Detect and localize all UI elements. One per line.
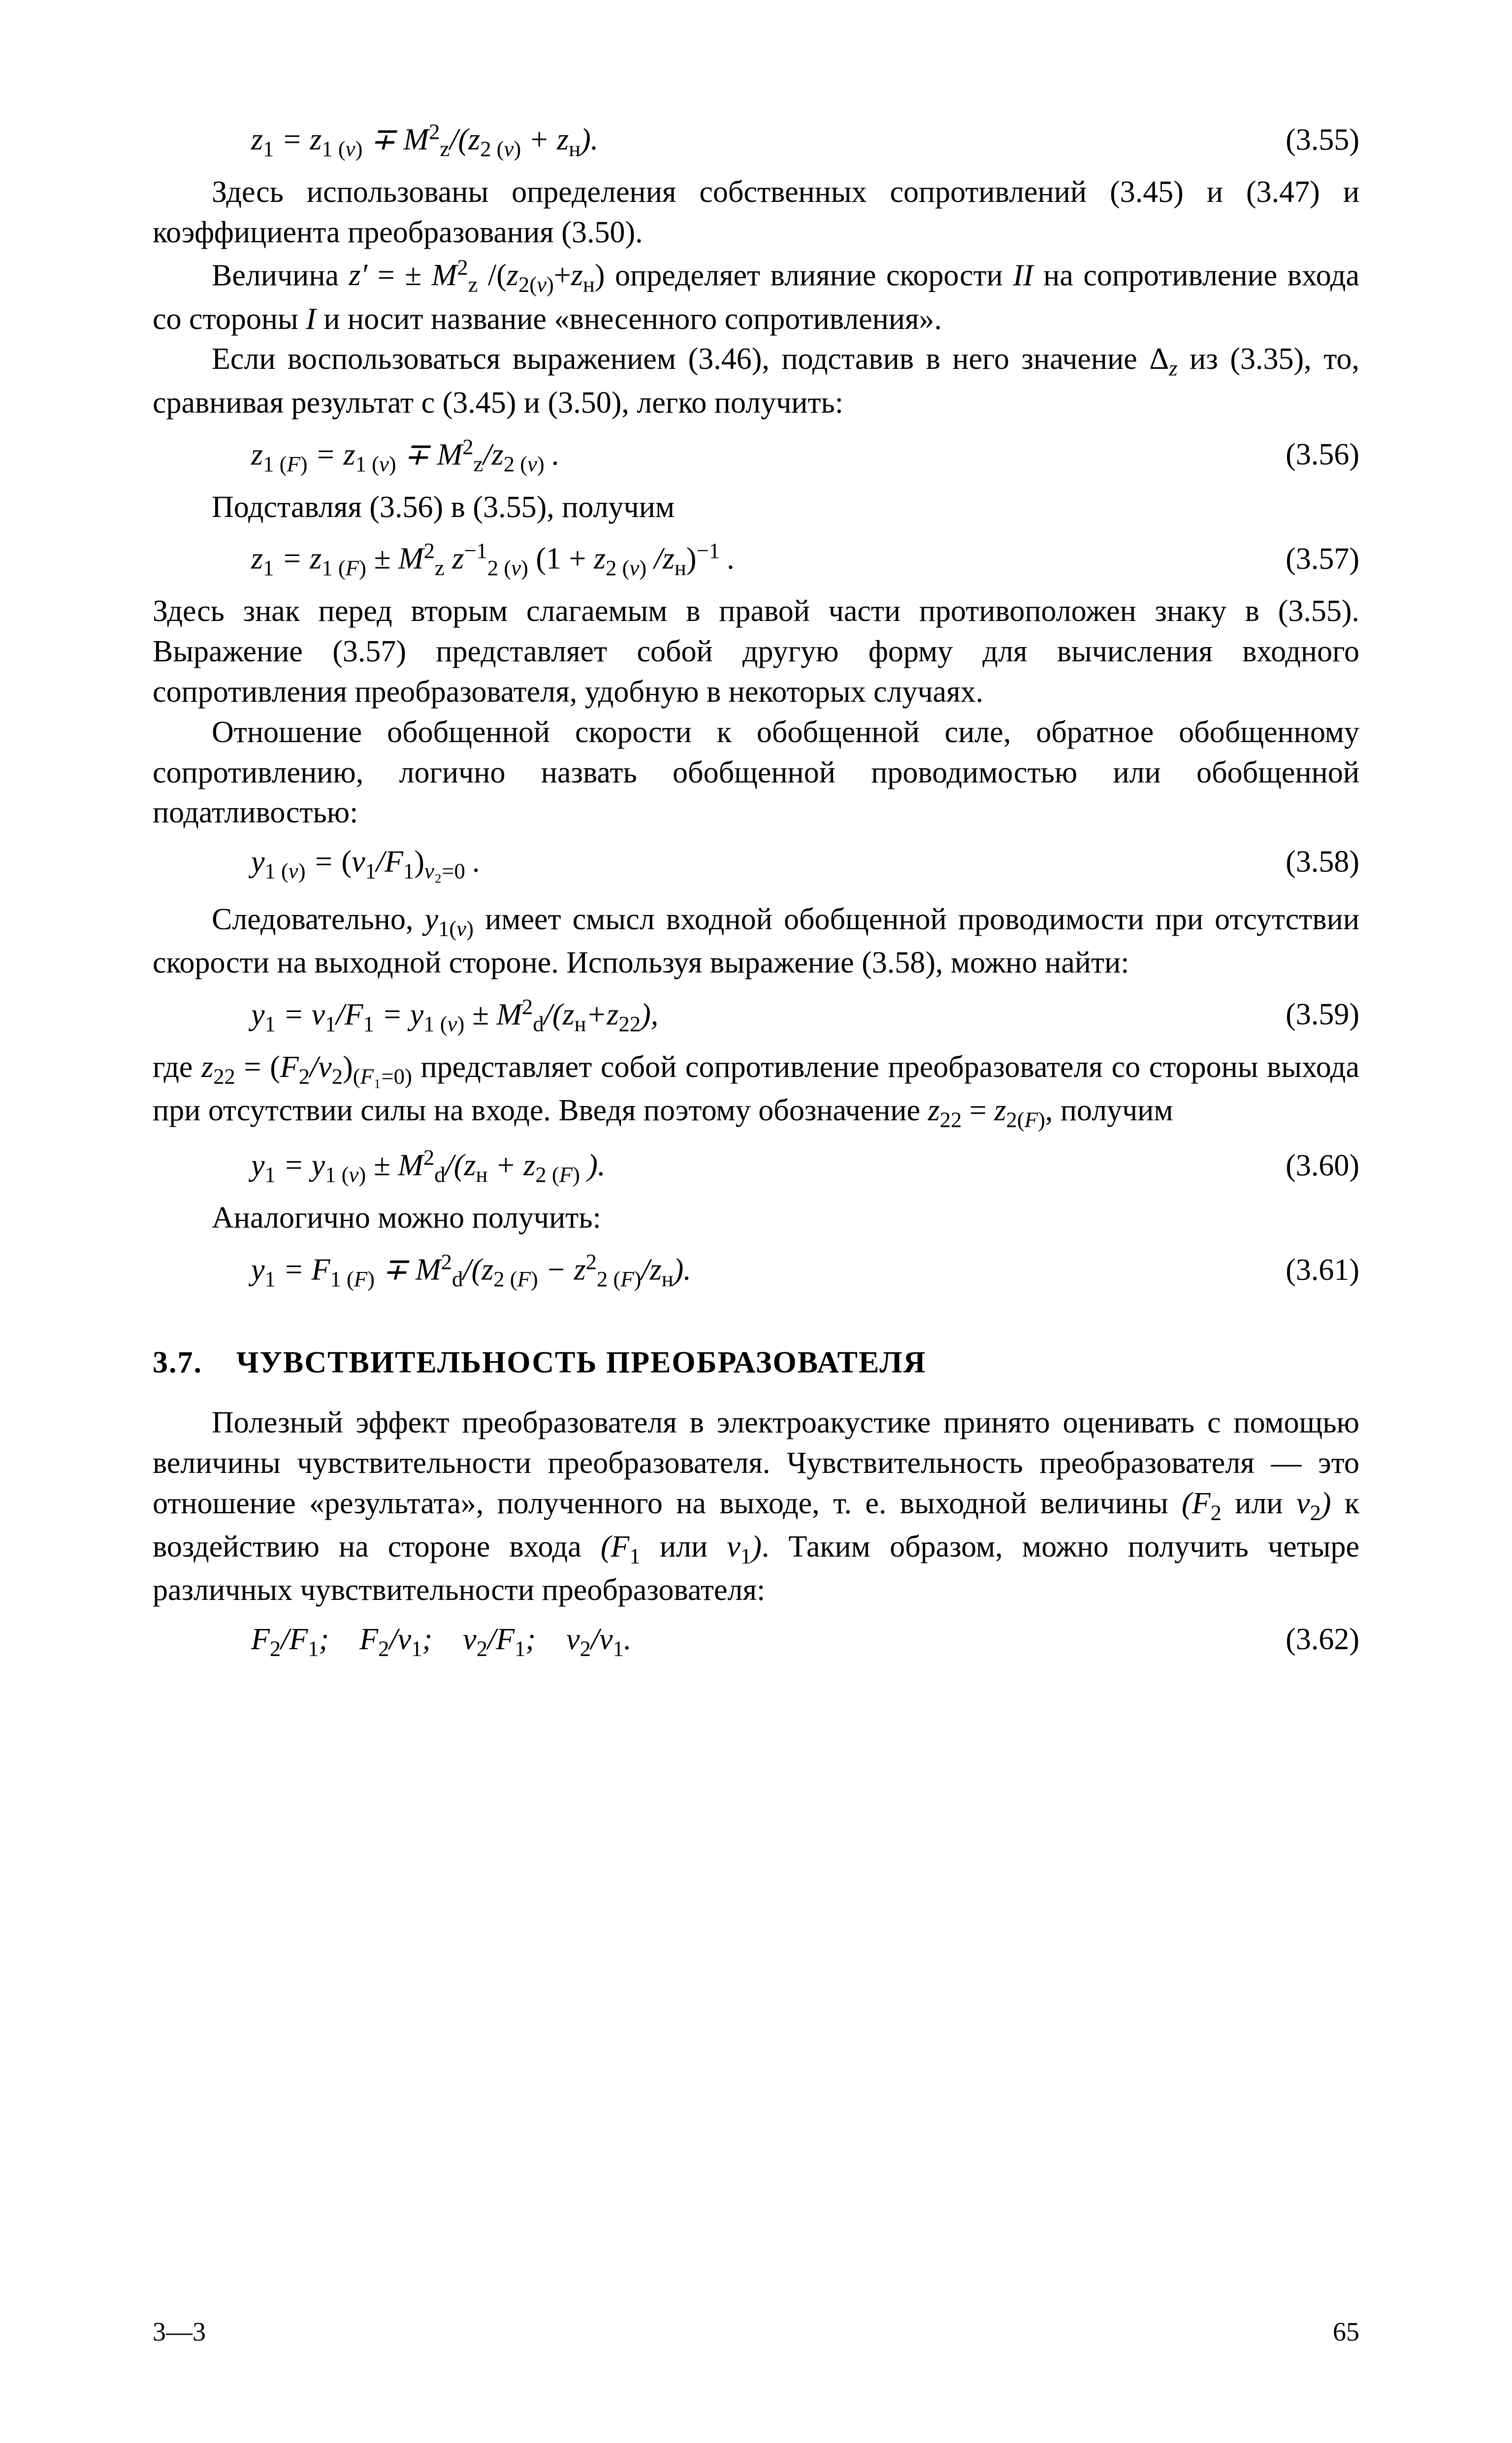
equation-3-58: y1 (v) = (v1/F1)v₂=0 . (3.58) — [153, 842, 1359, 885]
equation-body: F2/F1; F2/v1; v2/F1; v2/v1. — [153, 1620, 631, 1663]
inline-math: z′ = ± M2z /(z2(v)+zн) — [349, 259, 605, 292]
paragraph: Полезный эффект преобразователя в электр… — [153, 1403, 1359, 1611]
text-run: определяет влияние скорости — [605, 259, 1013, 292]
paragraph: Величина z′ = ± M2z /(z2(v)+zн) определя… — [153, 253, 1359, 340]
inline-math: y1(v) — [425, 903, 474, 936]
equation-3-60: y1 = y1 (v) ± M2d/(zн + z2 (F) ). (3.60) — [153, 1143, 1359, 1189]
equation-body: z1 = z1 (F) ± M2z z−12 (v) (1 + z2 (v) /… — [153, 536, 735, 583]
equation-3-55: z1 = z1 (v) ∓ M2z/(z2 (v) + zн). (3.55) — [153, 117, 1359, 163]
paragraph: Если воспользоваться выражением (3.46), … — [153, 339, 1359, 423]
equation-3-56: z1 (F) = z1 (v) ∓ M2z/z2 (v) . (3.56) — [153, 432, 1359, 479]
equation-3-57: z1 = z1 (F) ± M2z z−12 (v) (1 + z2 (v) /… — [153, 536, 1359, 583]
equation-3-62: F2/F1; F2/v1; v2/F1; v2/v1. (3.62) — [153, 1620, 1359, 1663]
inline-math: z22 = z2(F) — [928, 1094, 1045, 1127]
text-run: и носит название «внесенного сопротивлен… — [316, 302, 942, 336]
equation-number: (3.58) — [1286, 842, 1359, 882]
equation-body: z1 = z1 (v) ∓ M2z/(z2 (v) + zн). — [153, 117, 598, 163]
text-run: Следовательно, — [212, 903, 425, 936]
equation-3-61: y1 = F1 (F) ∓ M2d/(z2 (F) − z22 (F)/zн).… — [153, 1247, 1359, 1294]
footer-page-number: 65 — [1333, 2314, 1359, 2349]
inline-math: z22 = (F2/v2)(F₁=0) — [201, 1050, 412, 1084]
paragraph: где z22 = (F2/v2)(F₁=0) представляет соб… — [153, 1047, 1359, 1135]
paragraph: Здесь использованы определения собственн… — [153, 172, 1359, 253]
paragraph: Следовательно, y1(v) имеет смысл входной… — [153, 900, 1359, 983]
page-footer: 3—3 65 — [153, 2314, 1359, 2349]
paragraph: Аналогично можно получить: — [153, 1198, 1359, 1238]
equation-body: z1 (F) = z1 (v) ∓ M2z/z2 (v) . — [153, 432, 560, 479]
paragraph: Подставляя (3.56) в (3.55), получим — [153, 488, 1359, 528]
page: z1 = z1 (v) ∓ M2z/(z2 (v) + zн). (3.55) … — [0, 0, 1512, 2443]
footer-left: 3—3 — [153, 2314, 206, 2349]
text-run: Величина — [212, 259, 349, 292]
equation-number: (3.60) — [1286, 1146, 1359, 1186]
equation-number: (3.61) — [1286, 1250, 1359, 1291]
equation-body: y1 = F1 (F) ∓ M2d/(z2 (F) − z22 (F)/zн). — [153, 1247, 691, 1294]
equation-number: (3.59) — [1286, 995, 1359, 1035]
text-run: , получим — [1045, 1094, 1173, 1127]
paragraph: Здесь знак перед вторым слагаемым в прав… — [153, 591, 1359, 712]
paragraph: Отношение обобщенной скорости к обобщенн… — [153, 713, 1359, 833]
section-title-text: ЧУВСТВИТЕЛЬНОСТЬ ПРЕОБРАЗОВАТЕЛЯ — [236, 1346, 926, 1379]
equation-number: (3.57) — [1286, 539, 1359, 580]
equation-body: y1 = y1 (v) ± M2d/(zн + z2 (F) ). — [153, 1143, 606, 1189]
equation-body: y1 (v) = (v1/F1)v₂=0 . — [153, 842, 481, 885]
inline-math: I — [306, 302, 316, 336]
text-run: где — [153, 1050, 201, 1084]
equation-number: (3.62) — [1286, 1620, 1359, 1660]
inline-math: II — [1013, 259, 1033, 292]
section-heading: 3.7.ЧУВСТВИТЕЛЬНОСТЬ ПРЕОБРАЗОВАТЕЛЯ — [153, 1343, 1359, 1383]
equation-3-59: y1 = v1/F1 = y1 (v) ± M2d/(zн+z22), (3.5… — [153, 992, 1359, 1039]
equation-number: (3.55) — [1286, 120, 1359, 161]
section-number: 3.7. — [153, 1343, 236, 1383]
equation-number: (3.56) — [1286, 435, 1359, 475]
equation-body: y1 = v1/F1 = y1 (v) ± M2d/(zн+z22), — [153, 992, 658, 1039]
